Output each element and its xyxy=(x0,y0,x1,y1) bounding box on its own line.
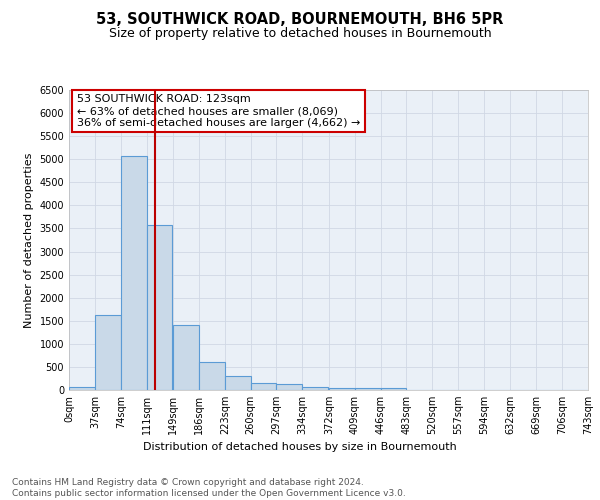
Bar xyxy=(302,386,328,390)
Bar xyxy=(277,384,302,390)
Bar xyxy=(173,326,199,390)
Text: 53, SOUTHWICK ROAD, BOURNEMOUTH, BH6 5PR: 53, SOUTHWICK ROAD, BOURNEMOUTH, BH6 5PR xyxy=(97,12,503,28)
Bar xyxy=(95,315,121,390)
Bar xyxy=(380,388,406,390)
Bar xyxy=(69,386,95,390)
Bar xyxy=(225,376,251,390)
Y-axis label: Number of detached properties: Number of detached properties xyxy=(24,152,34,328)
Bar xyxy=(355,388,380,390)
Bar xyxy=(199,362,225,390)
Text: Contains HM Land Registry data © Crown copyright and database right 2024.
Contai: Contains HM Land Registry data © Crown c… xyxy=(12,478,406,498)
Bar xyxy=(329,388,355,390)
Bar xyxy=(121,156,146,390)
Text: 53 SOUTHWICK ROAD: 123sqm
← 63% of detached houses are smaller (8,069)
36% of se: 53 SOUTHWICK ROAD: 123sqm ← 63% of detac… xyxy=(77,94,360,128)
Text: Size of property relative to detached houses in Bournemouth: Size of property relative to detached ho… xyxy=(109,28,491,40)
Bar xyxy=(251,383,277,390)
Bar xyxy=(146,225,172,390)
Text: Distribution of detached houses by size in Bournemouth: Distribution of detached houses by size … xyxy=(143,442,457,452)
